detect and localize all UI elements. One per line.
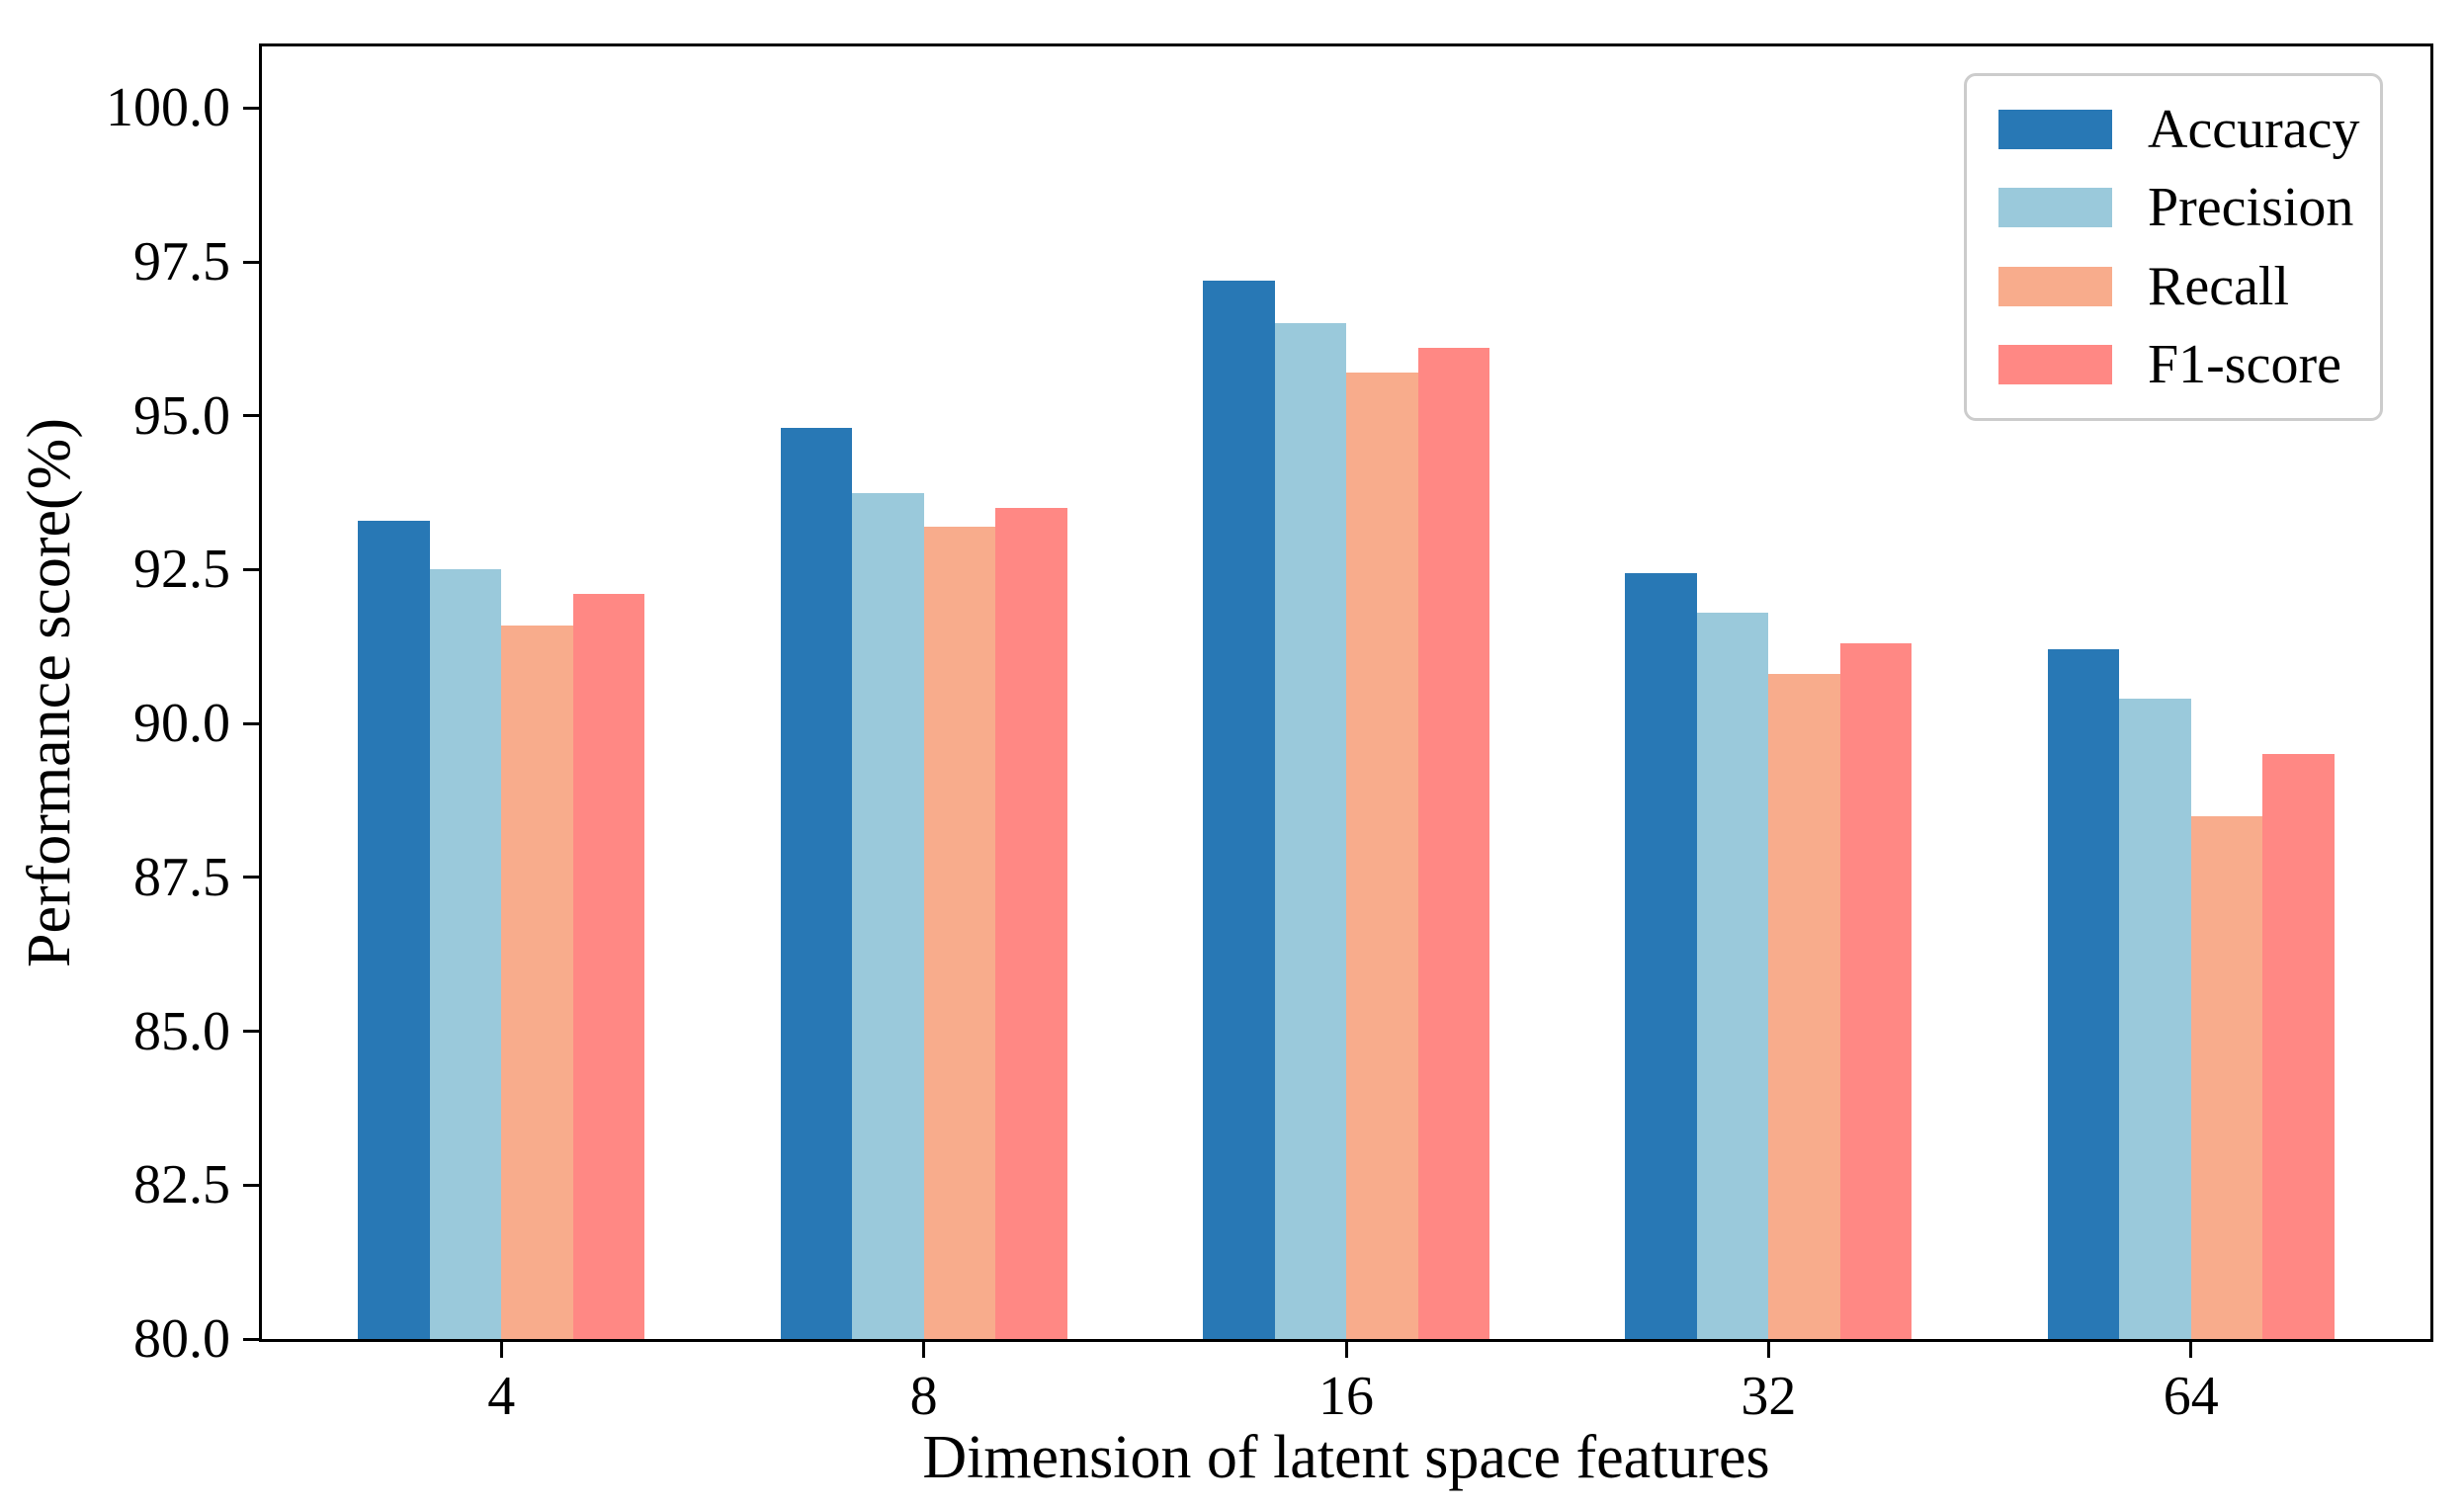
bar-f1-score-16	[1417, 348, 1489, 1339]
bar-f1-score-4	[572, 594, 645, 1339]
bar-f1-score-8	[995, 508, 1067, 1339]
x-tick-mark	[1344, 1342, 1348, 1358]
x-tick-label: 64	[2163, 1366, 2219, 1427]
bar-accuracy-8	[780, 428, 853, 1339]
x-tick-label: 4	[487, 1366, 516, 1427]
plot-area: Accuracy Precision Recall F1-score 100.0 97.…	[106, 43, 2433, 1427]
y-tick-label: 82.5	[133, 1154, 230, 1216]
legend: Accuracy Precision Recall F1-score	[1964, 73, 2383, 421]
legend-item-precision: Precision	[1998, 177, 2380, 238]
legend-item-recall: Recall	[1998, 256, 2380, 317]
bar-f1-score-32	[1839, 643, 1912, 1339]
x-tick-label: 8	[909, 1366, 938, 1427]
y-tick-mark	[243, 1030, 259, 1034]
y-tick-label: 100.0	[106, 77, 230, 139]
legend-swatch	[1998, 188, 2112, 228]
legend-label: Recall	[2148, 255, 2290, 317]
y-tick-mark	[243, 1337, 259, 1341]
bar-recall-16	[1346, 373, 1418, 1339]
x-tick-label: 16	[1318, 1366, 1374, 1427]
legend-swatch	[1998, 110, 2112, 150]
legend-item-f1-score: F1-score	[1998, 334, 2380, 395]
y-tick-label: 90.0	[133, 693, 230, 755]
y-tick-label: 80.0	[133, 1308, 230, 1370]
bar-accuracy-32	[1625, 572, 1697, 1339]
x-tick-label: 32	[1741, 1366, 1797, 1427]
y-tick-label: 95.0	[133, 384, 230, 447]
x-tick-mark	[499, 1342, 503, 1358]
bar-precision-16	[1274, 323, 1346, 1339]
bar-recall-8	[923, 526, 996, 1339]
bar-accuracy-4	[358, 520, 430, 1339]
x-tick-mark	[1766, 1342, 1770, 1358]
y-tick-label: 97.5	[133, 231, 230, 293]
y-tick-mark	[243, 414, 259, 418]
legend-label: Accuracy	[2148, 99, 2360, 161]
legend-swatch	[1998, 266, 2112, 306]
bar-precision-4	[429, 569, 502, 1339]
bar-precision-8	[852, 492, 924, 1339]
y-tick-mark	[243, 260, 259, 264]
x-tick-mark	[922, 1342, 926, 1358]
x-axis-label: Dimension of latent space features	[922, 1424, 1770, 1491]
y-tick-mark	[243, 567, 259, 571]
y-tick-mark	[243, 1183, 259, 1187]
x-tick-mark	[2189, 1342, 2193, 1358]
legend-label: F1-score	[2148, 333, 2341, 395]
bar-recall-32	[1768, 674, 1840, 1339]
legend-item-accuracy: Accuracy	[1998, 99, 2380, 160]
y-tick-label: 85.0	[133, 1000, 230, 1062]
bar-precision-64	[2119, 699, 2191, 1339]
bar-precision-32	[1696, 613, 1769, 1339]
bar-recall-4	[501, 625, 573, 1339]
bar-f1-score-64	[2262, 754, 2335, 1339]
y-tick-mark	[243, 876, 259, 879]
legend-swatch	[1998, 344, 2112, 384]
y-tick-label: 92.5	[133, 539, 230, 601]
bar-recall-64	[2190, 815, 2263, 1339]
y-tick-label: 87.5	[133, 846, 230, 908]
y-tick-mark	[243, 106, 259, 110]
bar-accuracy-64	[2047, 649, 2120, 1339]
y-tick-mark	[243, 721, 259, 725]
legend-label: Precision	[2148, 177, 2354, 239]
bar-accuracy-16	[1203, 280, 1275, 1339]
